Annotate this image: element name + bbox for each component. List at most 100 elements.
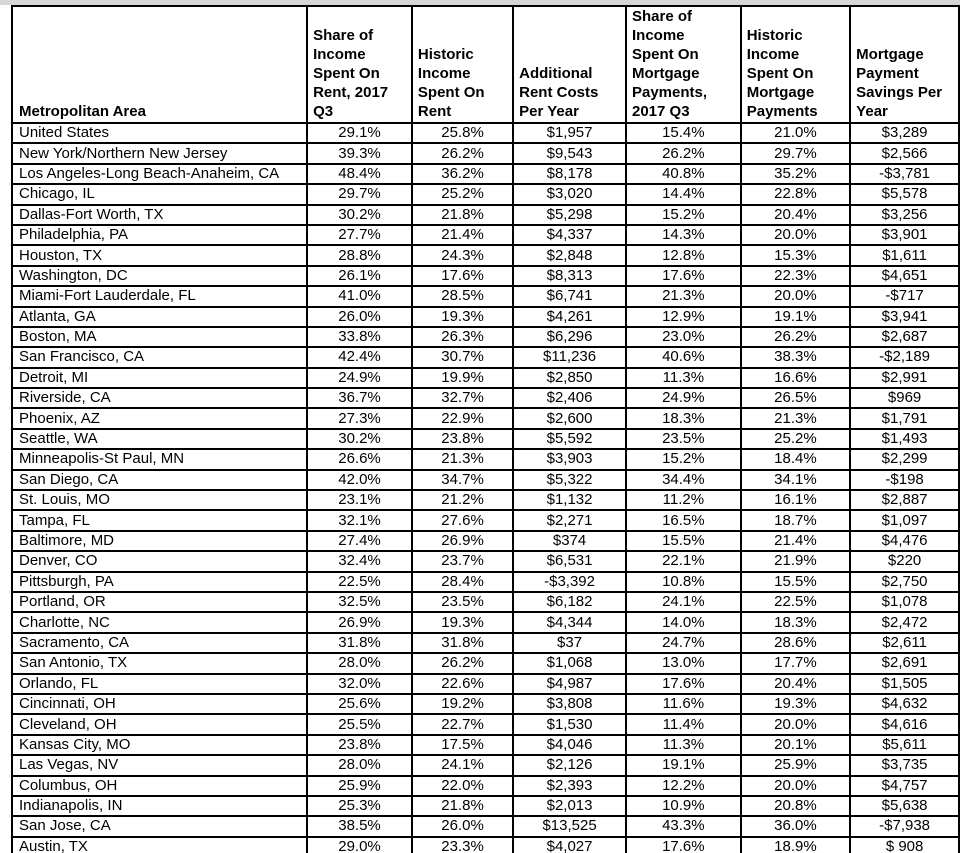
value-cell: $3,901 <box>849 223 960 247</box>
value-cell: $2,299 <box>849 448 960 471</box>
table-row: Cleveland, OH 25.5% 22.7% $1,530 11.4% 20.0% $… <box>10 713 960 736</box>
value-cell: 34.1% <box>739 468 852 492</box>
table-header-row: Metropolitan Area Share of Income Spent O… <box>10 5 960 124</box>
table-row: St. Louis, MO 23.1% 21.2% $1,132 11.2% 16.1% $… <box>10 489 960 512</box>
value-cell: 20.0% <box>739 285 852 308</box>
value-cell: 22.9% <box>410 407 515 430</box>
value-cell: $5,638 <box>849 794 960 818</box>
metro-area-cell: Orlando, FL <box>10 672 309 695</box>
table-row: Baltimore, MD 27.4% 26.9% $374 15.5% 21.4% $4,… <box>10 529 960 553</box>
value-cell: 31.8% <box>410 631 515 655</box>
metro-area-cell: Los Angeles-Long Beach-Anaheim, CA <box>10 162 309 186</box>
column-header-6: Mortgage Payment Savings Per Year <box>849 5 960 124</box>
metro-area-cell: Seattle, WA <box>10 427 309 451</box>
value-cell: $5,322 <box>512 468 627 492</box>
value-cell: 28.5% <box>410 285 515 308</box>
value-cell: 18.3% <box>739 611 852 634</box>
value-cell: $374 <box>512 529 627 553</box>
table-row: Cincinnati, OH 25.6% 19.2% $3,808 11.6% 19.3%… <box>10 692 960 716</box>
value-cell: 20.0% <box>739 223 852 247</box>
metro-area-cell: Tampa, FL <box>10 509 309 532</box>
value-cell: -$198 <box>849 468 960 492</box>
value-cell: $8,178 <box>512 162 627 186</box>
value-cell: 21.3% <box>410 448 515 471</box>
value-cell: 18.3% <box>624 407 742 430</box>
value-cell: $1,068 <box>512 652 627 675</box>
column-header-3: Additional Rent Costs Per Year <box>512 5 627 124</box>
value-cell: $1,097 <box>849 509 960 532</box>
value-cell: 22.5% <box>306 570 413 594</box>
table-row: San Antonio, TX 28.0% 26.2% $1,068 13.0% 17.7… <box>10 652 960 675</box>
value-cell: $4,632 <box>849 692 960 716</box>
value-cell: 25.2% <box>410 183 515 206</box>
value-cell: 35.2% <box>739 162 852 186</box>
value-cell: 17.6% <box>624 835 742 853</box>
value-cell: 21.8% <box>410 794 515 818</box>
value-cell: $220 <box>849 550 960 573</box>
value-cell: 20.0% <box>739 713 852 736</box>
value-cell: 21.2% <box>410 489 515 512</box>
value-cell: 10.9% <box>624 794 742 818</box>
value-cell: 13.0% <box>624 652 742 675</box>
metro-area-cell: Cleveland, OH <box>10 713 309 736</box>
value-cell: $9,543 <box>512 142 627 165</box>
value-cell: 28.0% <box>306 652 413 675</box>
value-cell: $1,078 <box>849 590 960 614</box>
table-row: Charlotte, NC 26.9% 19.3% $4,344 14.0% 18.3% $… <box>10 611 960 634</box>
value-cell: $2,887 <box>849 489 960 512</box>
table-row: San Diego, CA 42.0% 34.7% $5,322 34.4% 34.1% -… <box>10 468 960 492</box>
value-cell: 25.8% <box>410 121 515 145</box>
value-cell: $8,313 <box>512 264 627 288</box>
value-cell: $2,126 <box>512 754 627 777</box>
value-cell: $5,578 <box>849 183 960 206</box>
value-cell: $4,337 <box>512 223 627 247</box>
value-cell: 22.7% <box>410 713 515 736</box>
value-cell: 41.0% <box>306 285 413 308</box>
value-cell: 11.2% <box>624 489 742 512</box>
value-cell: 14.3% <box>624 223 742 247</box>
table-header: Metropolitan Area Share of Income Spent O… <box>10 5 960 124</box>
metro-area-cell: Sacramento, CA <box>10 631 309 655</box>
value-cell: $2,013 <box>512 794 627 818</box>
value-cell: 29.7% <box>306 183 413 206</box>
value-cell: 20.8% <box>739 794 852 818</box>
table-row: San Jose, CA 38.5% 26.0% $13,525 43.3% 36.0% -… <box>10 815 960 838</box>
value-cell: 26.0% <box>410 815 515 838</box>
value-cell: 26.2% <box>410 652 515 675</box>
value-cell: $ 908 <box>849 835 960 853</box>
metro-area-cell: Pittsburgh, PA <box>10 570 309 594</box>
value-cell: 28.4% <box>410 570 515 594</box>
value-cell: 22.1% <box>624 550 742 573</box>
value-cell: 24.1% <box>410 754 515 777</box>
value-cell: 30.2% <box>306 427 413 451</box>
value-cell: 12.2% <box>624 774 742 797</box>
value-cell: 20.4% <box>739 203 852 226</box>
table-row: Dallas-Fort Worth, TX 30.2% 21.8% $5,298 15.… <box>10 203 960 226</box>
value-cell: 32.1% <box>306 509 413 532</box>
metro-area-cell: Columbus, OH <box>10 774 309 797</box>
value-cell: $2,611 <box>849 631 960 655</box>
value-cell: 36.2% <box>410 162 515 186</box>
value-cell: $1,611 <box>849 244 960 267</box>
value-cell: 26.2% <box>410 142 515 165</box>
value-cell: $4,616 <box>849 713 960 736</box>
value-cell: 19.3% <box>410 305 515 328</box>
metro-area-cell: Cincinnati, OH <box>10 692 309 716</box>
value-cell: 20.1% <box>739 733 852 757</box>
table-row: Kansas City, MO 23.8% 17.5% $4,046 11.3% 20.1… <box>10 733 960 757</box>
value-cell: 14.0% <box>624 611 742 634</box>
value-cell: $4,476 <box>849 529 960 553</box>
value-cell: $1,530 <box>512 713 627 736</box>
value-cell: 11.3% <box>624 733 742 757</box>
table-row: Houston, TX 28.8% 24.3% $2,848 12.8% 15.3% $1,… <box>10 244 960 267</box>
value-cell: 22.6% <box>410 672 515 695</box>
value-cell: -$3,781 <box>849 162 960 186</box>
metro-area-cell: San Francisco, CA <box>10 346 309 369</box>
table-row: Las Vegas, NV 28.0% 24.1% $2,126 19.1% 25.9% $… <box>10 754 960 777</box>
value-cell: $4,987 <box>512 672 627 695</box>
value-cell: 17.5% <box>410 733 515 757</box>
table-row: Austin, TX 29.0% 23.3% $4,027 17.6% 18.9% $ 90… <box>10 835 960 853</box>
table-row: San Francisco, CA 42.4% 30.7% $11,236 40.6% 3… <box>10 346 960 369</box>
value-cell: 36.7% <box>306 387 413 410</box>
value-cell: 33.8% <box>306 325 413 349</box>
